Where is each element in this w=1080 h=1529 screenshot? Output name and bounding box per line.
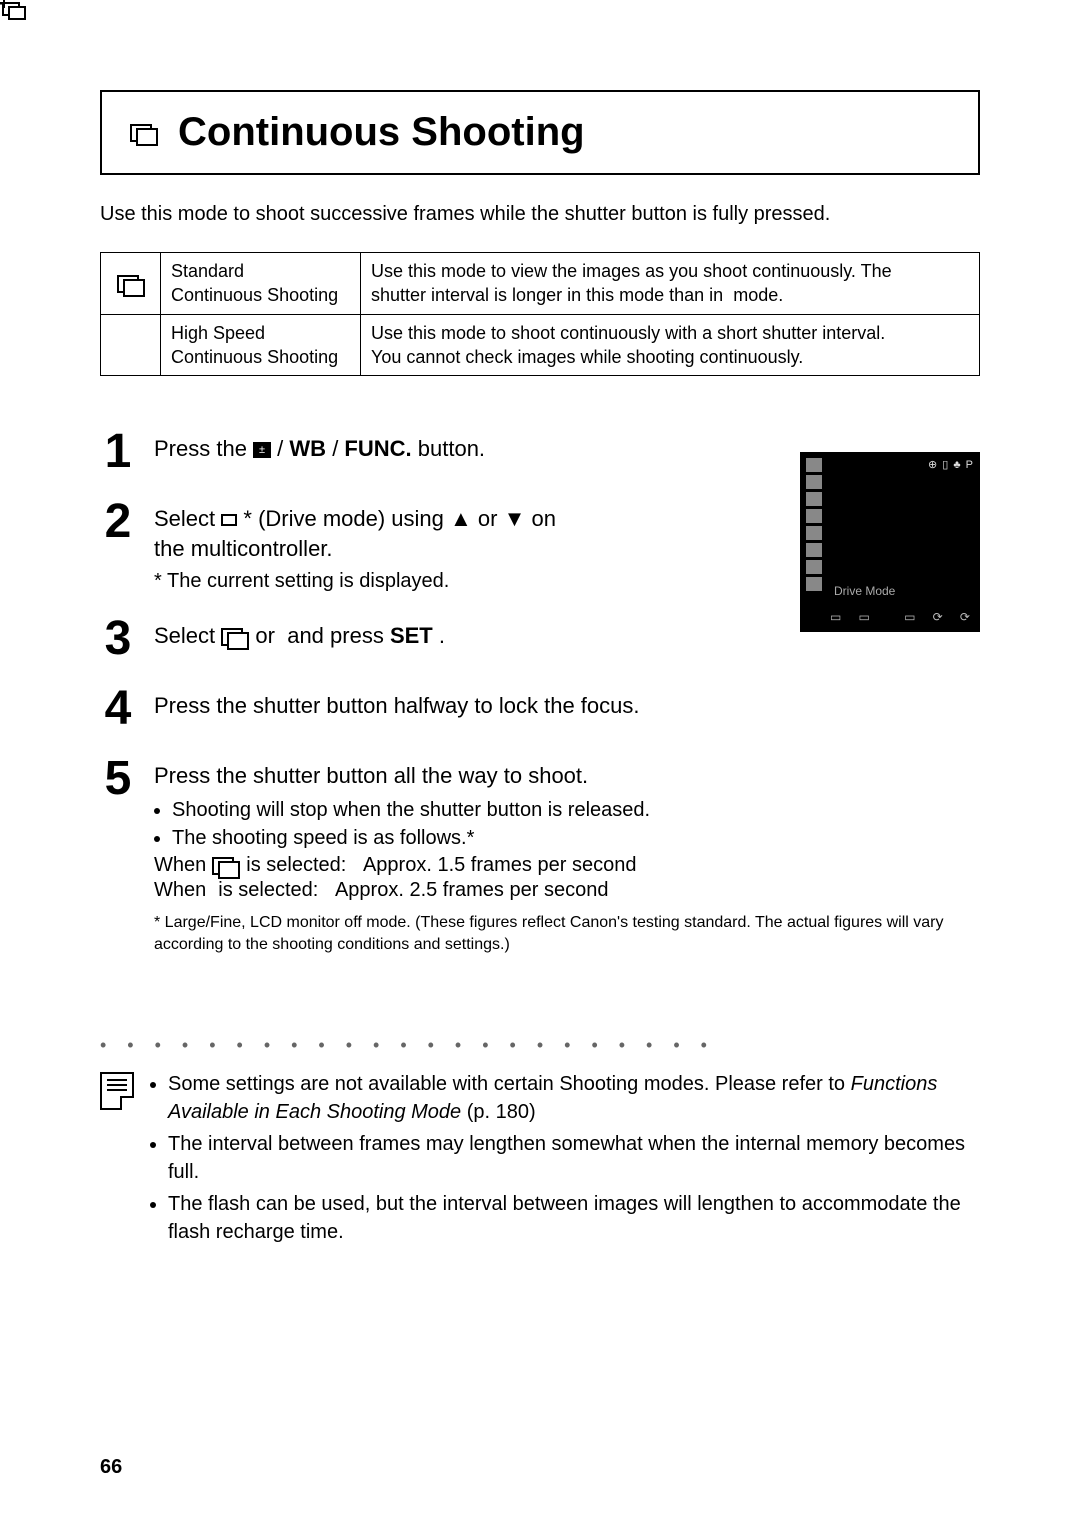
memo-icon (100, 1072, 134, 1110)
lcd-mode-label: Drive Mode (834, 584, 895, 598)
mode-label-line: Continuous Shooting (171, 285, 338, 305)
step-number: 3 (100, 615, 136, 663)
step-text: the multicontroller. (154, 536, 333, 561)
page-title: Continuous Shooting (100, 90, 980, 175)
step-text: or (255, 623, 281, 648)
step-5: 5 Press the shutter button all the way t… (100, 755, 980, 956)
fps-text: is selected: Approx. 1.5 frames per seco… (246, 854, 636, 877)
step-number: 5 (100, 755, 136, 803)
fps-line: When is selected: Approx. 2.5 frames per… (154, 879, 980, 902)
continuous-shooting-icon (117, 273, 145, 295)
step-bullet-list: Shooting will stop when the shutter butt… (154, 796, 980, 852)
lcd-left-menu (806, 458, 822, 591)
mode-label-line: Standard (171, 261, 244, 281)
func-label: FUNC. (344, 436, 411, 461)
camera-lcd-screenshot: ⊕ ▯ ♣ P Drive Mode ▭▭▭⟳⟳ (800, 452, 980, 632)
step-bullet: The shooting speed is as follows.* (172, 824, 980, 852)
wb-label: WB (289, 436, 326, 461)
continuous-shooting-icon (212, 855, 240, 877)
mode-desc-line: Use this mode to shoot continuously with… (371, 323, 885, 343)
step-heading: Press the shutter button all the way to … (154, 761, 980, 791)
continuous-shooting-icon (221, 626, 249, 648)
step-number: 1 (100, 428, 136, 476)
step-number: 4 (100, 685, 136, 733)
page-number: 66 (100, 1456, 122, 1479)
notes-block: Some settings are not available with cer… (100, 1070, 980, 1250)
lcd-bottom-icons: ▭▭▭⟳⟳ (830, 610, 970, 624)
mode-label-cell: High Speed Continuous Shooting (161, 314, 361, 376)
mode-desc-line: shutter interval is longer in this mode … (371, 285, 728, 305)
mode-label-line: High Speed (171, 323, 265, 343)
step-4: 4 Press the shutter button halfway to lo… (100, 685, 980, 733)
mode-label-cell: Standard Continuous Shooting (161, 253, 361, 315)
step-text: button. (418, 436, 485, 461)
dotted-divider: • • • • • • • • • • • • • • • • • • • • … (100, 1035, 980, 1056)
note-item: The flash can be used, but the interval … (168, 1190, 980, 1246)
step-text: Select (154, 506, 221, 531)
mode-desc-line: mode. (733, 285, 783, 305)
step-heading: Select * (Drive mode) using ▲ or ▼ on th… (154, 504, 654, 563)
step-number: 2 (100, 498, 136, 546)
step-bullet: Shooting will stop when the shutter butt… (172, 796, 980, 824)
fps-text: When (154, 879, 206, 902)
mode-label-line: Continuous Shooting (171, 347, 338, 367)
note-item: The interval between frames may lengthen… (168, 1130, 980, 1186)
note-item: Some settings are not available with cer… (168, 1070, 980, 1126)
note-text: Some settings are not available with cer… (168, 1073, 851, 1095)
note-text: (p. 180) (467, 1101, 536, 1123)
table-row: High Speed Continuous Shooting Use this … (101, 314, 980, 376)
step-footnote: * Large/Fine, LCD monitor off mode. (The… (154, 912, 980, 955)
mode-desc-cell: Use this mode to shoot continuously with… (361, 314, 980, 376)
notes-list: Some settings are not available with cer… (150, 1070, 980, 1250)
modes-table: Standard Continuous Shooting Use this mo… (100, 252, 980, 376)
step-text: . (439, 623, 445, 648)
lcd-top-right-icons: ⊕ ▯ ♣ P (928, 458, 974, 471)
set-label: SET (390, 623, 433, 648)
intro-text: Use this mode to shoot successive frames… (100, 203, 980, 226)
step-sub: * The current setting is displayed. (154, 570, 654, 593)
step-text: Select (154, 623, 221, 648)
fps-line: When is selected: Approx. 1.5 frames per… (154, 854, 980, 877)
step-text: / (332, 436, 344, 461)
mode-desc-cell: Use this mode to view the images as you … (361, 253, 980, 315)
step-text: / (277, 436, 289, 461)
page-title-text: Continuous Shooting (178, 110, 585, 155)
step-text: * (Drive mode) using ▲ or ▼ on (243, 506, 556, 531)
single-frame-icon (221, 514, 237, 526)
step-heading: Press the shutter button halfway to lock… (154, 691, 980, 721)
mode-icon-cell (101, 314, 161, 376)
step-heading: Select or and press SET . (154, 621, 654, 651)
table-row: Standard Continuous Shooting Use this mo… (101, 253, 980, 315)
step-text: and press (287, 623, 390, 648)
mode-desc-line: Use this mode to view the images as you … (371, 261, 892, 281)
mode-icon-cell (101, 253, 161, 315)
fps-text: is selected: Approx. 2.5 frames per seco… (218, 879, 608, 902)
fps-text: When (154, 854, 206, 877)
exposure-comp-icon: ± (253, 442, 271, 458)
step-text: Press the (154, 436, 253, 461)
continuous-shooting-icon (130, 122, 158, 144)
mode-desc-line: You cannot check images while shooting c… (371, 347, 803, 367)
